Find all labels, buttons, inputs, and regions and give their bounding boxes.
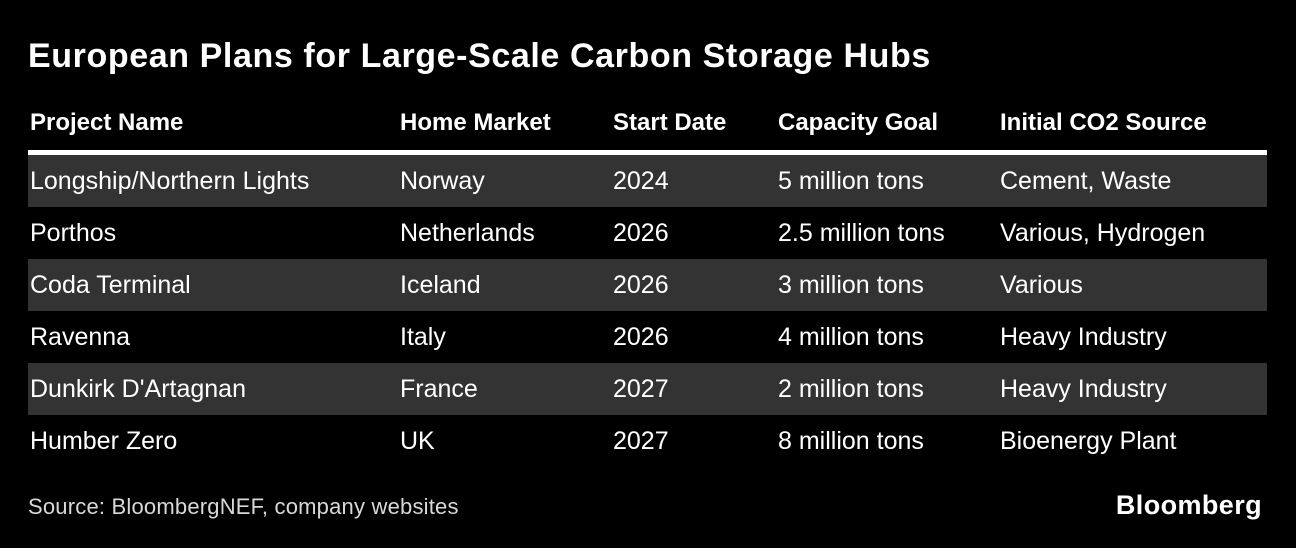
- footer: Source: BloombergNEF, company websites B…: [28, 490, 1267, 521]
- table-cell: 2 million tons: [778, 374, 924, 403]
- table-row: Humber Zero UK 2027 8 million tons Bioenergy…: [28, 415, 1267, 467]
- table-cell: Heavy Industry: [1000, 322, 1167, 351]
- table-cell: Cement, Waste: [1000, 166, 1172, 195]
- table-cell: Coda Terminal: [30, 270, 191, 299]
- carbon-storage-table: Project Name Home Market Start Date Capacit…: [28, 108, 1267, 467]
- column-header: Capacity Goal: [778, 109, 939, 136]
- table-body: Longship/Northern Lights Norway 2024 5 mill…: [28, 155, 1267, 467]
- table-cell: 3 million tons: [778, 270, 924, 299]
- table-row: Dunkirk D'Artagnan France 2027 2 million to…: [28, 363, 1267, 415]
- table-cell: Iceland: [400, 270, 481, 299]
- table-cell: Various: [1000, 270, 1083, 299]
- table-row: Ravenna Italy 2026 4 million tons Heavy Indu…: [28, 311, 1267, 363]
- table-cell: Netherlands: [400, 218, 535, 247]
- chart-title: European Plans for Large-Scale Carbon St…: [28, 37, 931, 75]
- table-cell: 5 million tons: [778, 166, 924, 195]
- column-header: Home Market: [400, 109, 551, 136]
- column-header: Start Date: [613, 109, 727, 136]
- table-cell: Dunkirk D'Artagnan: [30, 374, 246, 403]
- table-row: Coda Terminal Iceland 2026 3 million tons Va…: [28, 259, 1267, 311]
- table-cell: 2026: [613, 270, 669, 299]
- column-header: Initial CO2 Source: [1000, 109, 1207, 136]
- table-cell: Various, Hydrogen: [1000, 218, 1206, 247]
- table-cell: Longship/Northern Lights: [30, 166, 310, 195]
- table-cell: 4 million tons: [778, 322, 924, 351]
- table-cell: 2027: [613, 374, 669, 403]
- table-cell: Norway: [400, 166, 485, 195]
- table-row: Porthos Netherlands 2026 2.5 million tons Va…: [28, 207, 1267, 259]
- table-header-row: Project Name Home Market Start Date Capacit…: [28, 108, 1267, 138]
- table-cell: Heavy Industry: [1000, 374, 1167, 403]
- table-cell: Bioenergy Plant: [1000, 426, 1177, 455]
- table-cell: Humber Zero: [30, 426, 178, 455]
- table-cell: Italy: [400, 322, 446, 351]
- table-row: Longship/Northern Lights Norway 2024 5 mill…: [28, 155, 1267, 207]
- column-header: Project Name: [30, 109, 184, 136]
- table-cell: UK: [400, 426, 435, 455]
- header-divider: [28, 150, 1267, 155]
- source-note: Source: BloombergNEF, company websites: [28, 494, 459, 519]
- table-cell: 2026: [613, 322, 669, 351]
- table-cell: 2.5 million tons: [778, 218, 945, 247]
- table-cell: Porthos: [30, 218, 117, 247]
- table-cell: 8 million tons: [778, 426, 924, 455]
- table-cell: France: [400, 374, 478, 403]
- bloomberg-logo: Bloomberg: [1115, 490, 1262, 520]
- table-cell: Ravenna: [30, 322, 131, 351]
- table-cell: 2024: [613, 166, 669, 195]
- table-cell: 2026: [613, 218, 669, 247]
- table-cell: 2027: [613, 426, 669, 455]
